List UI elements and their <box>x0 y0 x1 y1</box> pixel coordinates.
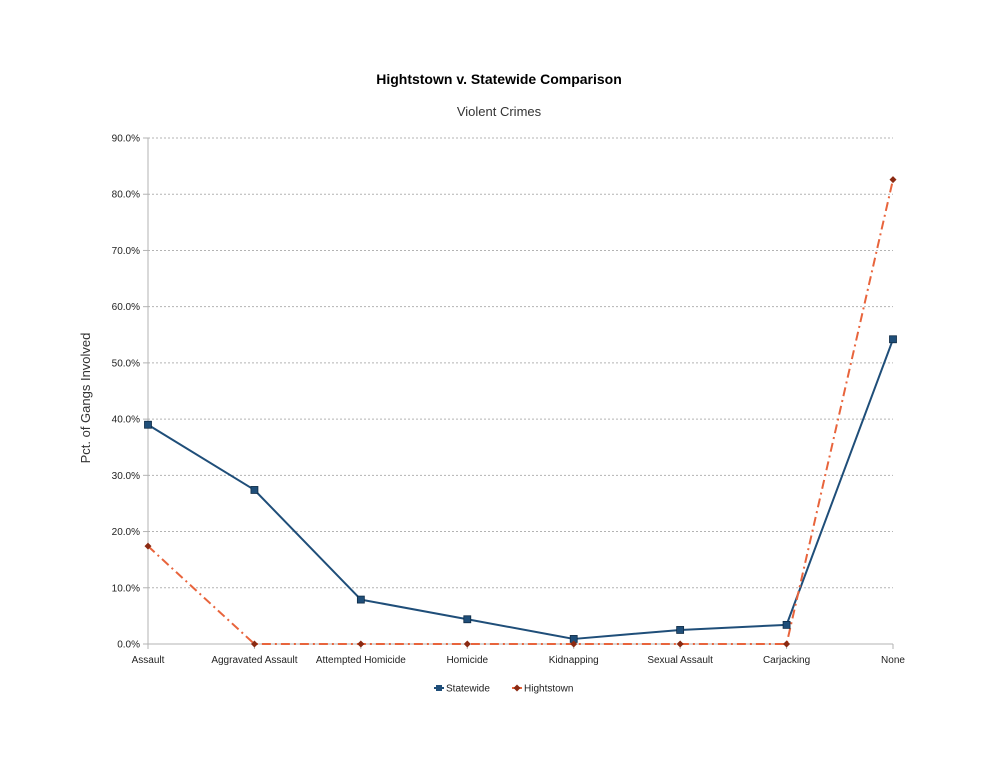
series-line-hightstown <box>147 179 894 645</box>
data-point-hightstown <box>889 176 897 184</box>
data-point-statewide <box>463 615 472 624</box>
axes <box>143 137 894 649</box>
x-tick-label: Attempted Homicide <box>316 655 406 666</box>
y-tick-label: 10.0% <box>112 583 140 594</box>
legend-marker-diamond <box>513 684 521 692</box>
legend-label: Hightstown <box>524 684 573 695</box>
series-lines <box>147 179 894 645</box>
x-tick-label: Homicide <box>446 655 488 666</box>
y-tick-label: 20.0% <box>112 527 140 538</box>
data-point-hightstown <box>676 640 684 648</box>
data-point-hightstown <box>144 542 152 550</box>
y-tick-label: 40.0% <box>112 415 140 426</box>
y-tick-label: 60.0% <box>112 302 140 313</box>
y-axis-label: Pct. of Gangs Involved <box>78 333 93 464</box>
x-tick-label: Carjacking <box>763 655 810 666</box>
x-tick-label: Kidnapping <box>549 655 599 666</box>
y-tick-label: 0.0% <box>117 640 140 651</box>
data-point-statewide <box>356 595 365 604</box>
legend: Statewide Hightstown <box>434 684 573 695</box>
series-markers <box>144 176 897 648</box>
chart-title: Hightstown v. Statewide Comparison <box>376 71 622 87</box>
y-tick-label: 90.0% <box>112 134 140 145</box>
chart-subtitle: Violent Crimes <box>457 104 542 119</box>
x-tick-label: Sexual Assault <box>647 655 713 666</box>
data-point-hightstown <box>357 640 365 648</box>
x-tick-label: Aggravated Assault <box>211 655 297 666</box>
data-point-statewide <box>782 620 791 629</box>
data-point-statewide <box>676 626 685 634</box>
x-tick-label: Assault <box>132 655 165 666</box>
data-point-statewide <box>144 420 152 429</box>
data-point-hightstown <box>783 640 791 648</box>
y-tick-label: 80.0% <box>112 190 140 201</box>
data-point-hightstown <box>570 640 578 648</box>
gridlines <box>148 137 893 589</box>
legend-label: Statewide <box>446 684 490 695</box>
y-tick-labels: 0.0% 10.0% 20.0% 30.0% 40.0% 50.0% 60.0% 70.0% 8… <box>112 134 140 651</box>
y-tick-label: 70.0% <box>112 246 140 257</box>
y-tick-label: 50.0% <box>112 358 140 369</box>
data-point-statewide <box>889 335 897 344</box>
data-point-statewide <box>250 486 259 494</box>
data-point-hightstown <box>250 640 258 648</box>
y-tick-label: 30.0% <box>112 471 140 482</box>
series-line-statewide <box>147 338 894 640</box>
x-tick-label: None <box>881 655 905 666</box>
data-point-hightstown <box>463 640 471 648</box>
legend-marker-square <box>436 685 442 691</box>
x-tick-labels: Assault Aggravated Assault Attempted Homic… <box>132 655 906 666</box>
